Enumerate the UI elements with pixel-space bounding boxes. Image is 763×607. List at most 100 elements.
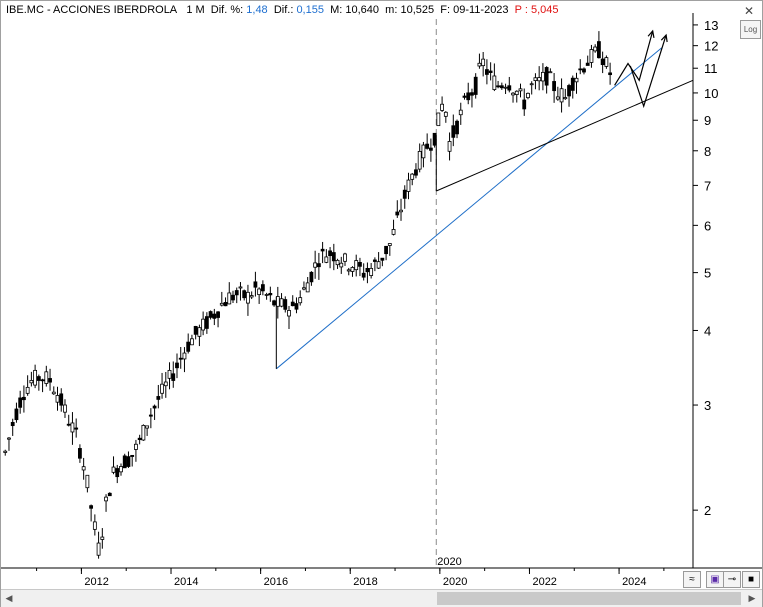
- candle-body: [190, 338, 194, 346]
- candle-body: [186, 341, 191, 352]
- candle-body: [593, 46, 598, 52]
- candle-body: [264, 294, 269, 296]
- candle-body: [399, 209, 403, 213]
- arrowhead: [647, 29, 655, 38]
- candle-body: [309, 271, 314, 283]
- candle-body: [145, 425, 150, 429]
- candle-body: [33, 369, 38, 386]
- candle-body: [526, 92, 530, 99]
- candle-body: [372, 259, 377, 262]
- candle-body: [533, 77, 538, 81]
- p-label: P :: [514, 4, 528, 16]
- candle-body: [279, 298, 284, 307]
- candle-body: [387, 243, 392, 246]
- scroll-thumb[interactable]: [437, 592, 741, 605]
- candle-body: [585, 62, 590, 66]
- candle-body: [470, 92, 474, 96]
- candle-body: [343, 253, 347, 262]
- candle-body: [160, 383, 164, 394]
- candle-body: [85, 474, 90, 489]
- log-scale-button[interactable]: Log: [740, 20, 761, 39]
- candle-body: [484, 69, 489, 75]
- candle-body: [59, 393, 64, 406]
- candle-body: [537, 77, 542, 82]
- scroll-right-icon[interactable]: ▶: [748, 593, 756, 603]
- candle-body: [432, 132, 437, 146]
- candle-body: [22, 396, 26, 401]
- candle-body: [477, 62, 482, 67]
- candle-body: [548, 71, 553, 74]
- x-tick-label: 2016: [264, 576, 288, 588]
- candle-body: [567, 85, 571, 97]
- candle-body: [48, 378, 52, 383]
- candle-body: [163, 381, 168, 387]
- x-tick-label: 2014: [174, 576, 198, 588]
- candle-body: [552, 81, 557, 92]
- black-square-icon[interactable]: ■: [742, 571, 760, 588]
- candle-body: [354, 260, 359, 271]
- candle-body: [238, 286, 243, 289]
- candle-body: [10, 421, 15, 427]
- date-value: 09-11-2023: [453, 4, 509, 16]
- candle-body: [522, 99, 527, 110]
- dif-value: 0,155: [296, 4, 324, 16]
- y-tick-label: 4: [704, 323, 711, 338]
- candle-body: [369, 268, 374, 276]
- candle-body: [410, 173, 415, 180]
- candle-body: [283, 299, 288, 310]
- candle-body: [414, 169, 418, 176]
- candle-body: [107, 492, 112, 497]
- min-label: m:: [385, 4, 398, 16]
- candle-body: [436, 112, 441, 127]
- scroll-left-icon[interactable]: ◀: [5, 593, 13, 603]
- candle-body: [324, 256, 329, 263]
- candle-body: [74, 427, 79, 430]
- save-icon[interactable]: ▣: [706, 571, 724, 588]
- candle-body: [417, 151, 422, 170]
- candle-body: [574, 77, 579, 83]
- y-tick-label: 10: [704, 86, 718, 101]
- candle-body: [119, 466, 123, 473]
- candle-body: [66, 423, 71, 426]
- candle-body: [148, 414, 153, 417]
- period-label: 1 M: [186, 4, 205, 16]
- candle-body: [563, 97, 568, 100]
- candle-body: [350, 267, 355, 272]
- p-value: 5,045: [531, 4, 559, 16]
- y-tick-label: 9: [704, 113, 711, 128]
- max-label: M:: [330, 4, 343, 16]
- candle-body: [212, 313, 217, 319]
- candle-body: [391, 229, 396, 235]
- candle-body: [141, 424, 146, 441]
- candle-body: [92, 521, 97, 530]
- candle-body: [589, 49, 594, 63]
- candle-body: [111, 466, 116, 473]
- candle-body: [559, 88, 564, 103]
- candle-body: [246, 291, 250, 304]
- zigzag-icon[interactable]: ≈: [683, 571, 701, 588]
- pin-icon[interactable]: ⊸: [723, 571, 741, 588]
- candle-body: [268, 292, 273, 296]
- chart-header: IBE.MC - ACCIONES IBERDROLA 1 M Dif. %: …: [6, 4, 559, 16]
- candle-body: [122, 455, 127, 469]
- candle-body: [208, 311, 213, 318]
- candle-body: [197, 327, 202, 337]
- candle-body: [115, 468, 120, 478]
- y-tick-label: 12: [704, 39, 718, 54]
- horizontal-scrollbar[interactable]: ◀ ▶: [1, 589, 762, 607]
- candle-body: [231, 294, 235, 301]
- candle-body: [18, 397, 23, 408]
- x-axis: 2012 2014 2016 2018 2020 2022 2024: [36, 568, 665, 588]
- dif-label: Dif.:: [273, 4, 294, 16]
- candle-body: [443, 111, 448, 117]
- candle-body: [40, 379, 45, 382]
- candles-layer: [3, 31, 613, 559]
- candle-body: [219, 302, 224, 306]
- candle-body: [600, 58, 605, 66]
- candle-body: [152, 405, 157, 409]
- candle-body: [171, 373, 176, 381]
- close-icon[interactable]: ✕: [743, 4, 755, 18]
- candle-body: [597, 41, 601, 59]
- candle-body: [302, 287, 306, 290]
